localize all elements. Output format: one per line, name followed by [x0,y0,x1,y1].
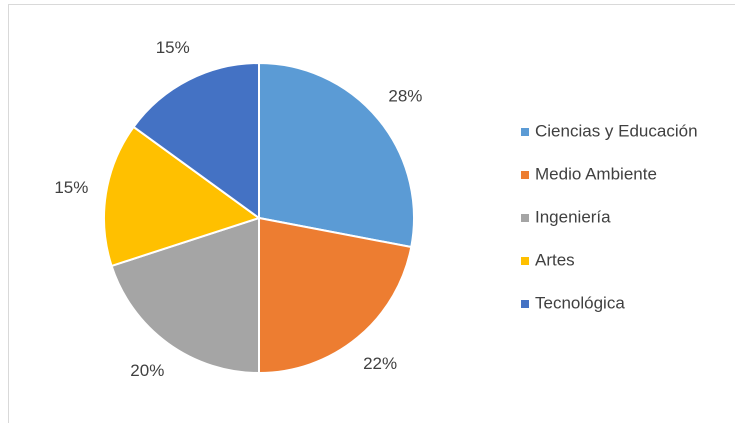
legend-swatch [521,128,529,136]
data-label: 15% [156,38,190,57]
legend-label: Ciencias y Educación [535,121,698,140]
data-label: 20% [130,361,164,380]
legend-swatch [521,300,529,308]
legend-label: Artes [535,250,575,269]
data-label: 22% [363,354,397,373]
legend-swatch [521,257,529,265]
legend-swatch [521,171,529,179]
legend-swatch [521,214,529,222]
legend-label: Ingeniería [535,207,611,226]
data-label: 15% [54,178,88,197]
data-label: 28% [388,86,422,105]
legend-label: Medio Ambiente [535,164,657,183]
legend-label: Tecnológica [535,293,625,312]
